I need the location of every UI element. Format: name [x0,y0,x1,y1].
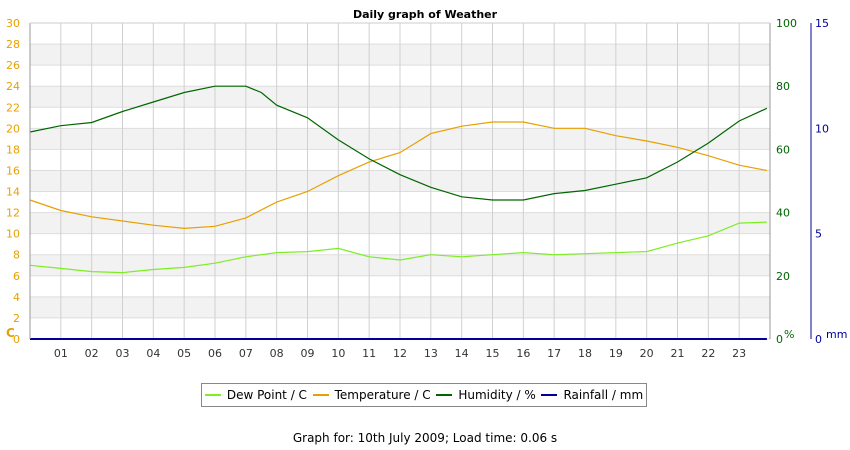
humidity-axis-tick-labels: 0 20 40 60 80 100 [776,17,797,346]
humidity-axis-unit: % [784,328,794,341]
left-tick-label: 30 [6,17,20,30]
x-tick-label: 22 [701,347,715,360]
legend-label-temperature: Temperature / C [334,388,431,402]
dew-point-swatch [204,394,221,396]
x-tick-label: 06 [208,347,222,360]
left-tick-label: 12 [6,207,20,220]
chart-legend: Dew Point / C Temperature / C Humidity /… [201,383,647,407]
humidity-swatch [436,394,453,396]
series-line-dew-point [29,221,767,274]
left-tick-label: 2 [13,312,20,325]
rain-tick-label: 10 [815,122,829,135]
left-tick-label: 14 [6,186,20,199]
humidity-tick-label: 20 [776,270,790,283]
legend-item-rainfall: Rainfall / mm [541,388,643,402]
left-tick-label: 22 [6,101,20,114]
rain-tick-label: 15 [815,17,829,30]
x-tick-label: 01 [54,347,68,360]
x-tick-label: 23 [732,347,746,360]
x-tick-label: 17 [547,347,561,360]
rainfall-swatch [541,394,558,396]
left-axis-unit: C [6,326,15,340]
weather-chart: Daily graph of Weather 01 02 03 04 05 06 07 08 0… [6,8,847,360]
x-tick-label: 11 [362,347,376,360]
x-tick-labels: 01 02 03 04 05 06 07 08 09 10 11 12 13 14 15 16 17 18 19 20… [54,347,746,360]
x-tick-label: 18 [578,347,592,360]
x-tick-label: 04 [146,347,160,360]
legend-label-humidity: Humidity / % [458,388,536,402]
humidity-tick-label: 100 [776,17,797,30]
chart-title: Daily graph of Weather [353,8,498,21]
x-tick-label: 03 [116,347,130,360]
humidity-tick-label: 80 [776,80,790,93]
left-tick-label: 28 [6,38,20,51]
x-tick-label: 20 [640,347,654,360]
x-tick-label: 10 [331,347,345,360]
humidity-tick-label: 0 [776,333,783,346]
rain-tick-label: 0 [815,333,822,346]
legend-label-dew-point: Dew Point / C [226,388,307,402]
x-tick-label: 07 [239,347,253,360]
x-tick-label: 19 [609,347,623,360]
humidity-tick-label: 60 [776,143,790,156]
vertical-gridlines [60,23,740,339]
x-tick-label: 05 [177,347,191,360]
left-tick-label: 20 [6,122,20,135]
series-line-humidity [29,85,768,201]
left-tick-label: 8 [13,249,20,262]
legend-item-humidity: Humidity / % [436,388,536,402]
left-tick-label: 4 [13,291,20,304]
legend-item-temperature: Temperature / C [312,388,431,402]
graph-footer: Graph for: 10th July 2009; Load time: 0.… [292,431,558,445]
legend-item-dew-point: Dew Point / C [204,388,307,402]
left-tick-label: 0 [13,333,20,346]
temperature-swatch [312,394,329,396]
series-line-temperature [29,121,768,230]
series-layer [29,85,768,340]
x-tick-label: 21 [671,347,685,360]
left-tick-label: 10 [6,228,20,241]
left-tick-label: 16 [6,164,20,177]
x-tick-label: 09 [301,347,315,360]
x-tick-label: 02 [85,347,99,360]
left-tick-label: 26 [6,59,20,72]
x-tick-label: 13 [424,347,438,360]
left-tick-label: 6 [13,270,20,283]
left-tick-label: 24 [6,80,20,93]
axis-layer [29,22,812,339]
x-tick-label: 12 [393,347,407,360]
humidity-tick-label: 40 [776,207,790,220]
rain-axis-tick-labels: 0 5 10 15 [815,17,829,346]
legend-label-rainfall: Rainfall / mm [563,388,644,402]
x-tick-label: 08 [270,347,284,360]
rain-tick-label: 5 [815,228,822,241]
x-tick-label: 15 [486,347,500,360]
left-tick-label: 18 [6,143,20,156]
x-tick-label: 14 [455,347,469,360]
x-tick-label: 16 [516,347,530,360]
rain-axis-unit: mm [826,328,847,341]
